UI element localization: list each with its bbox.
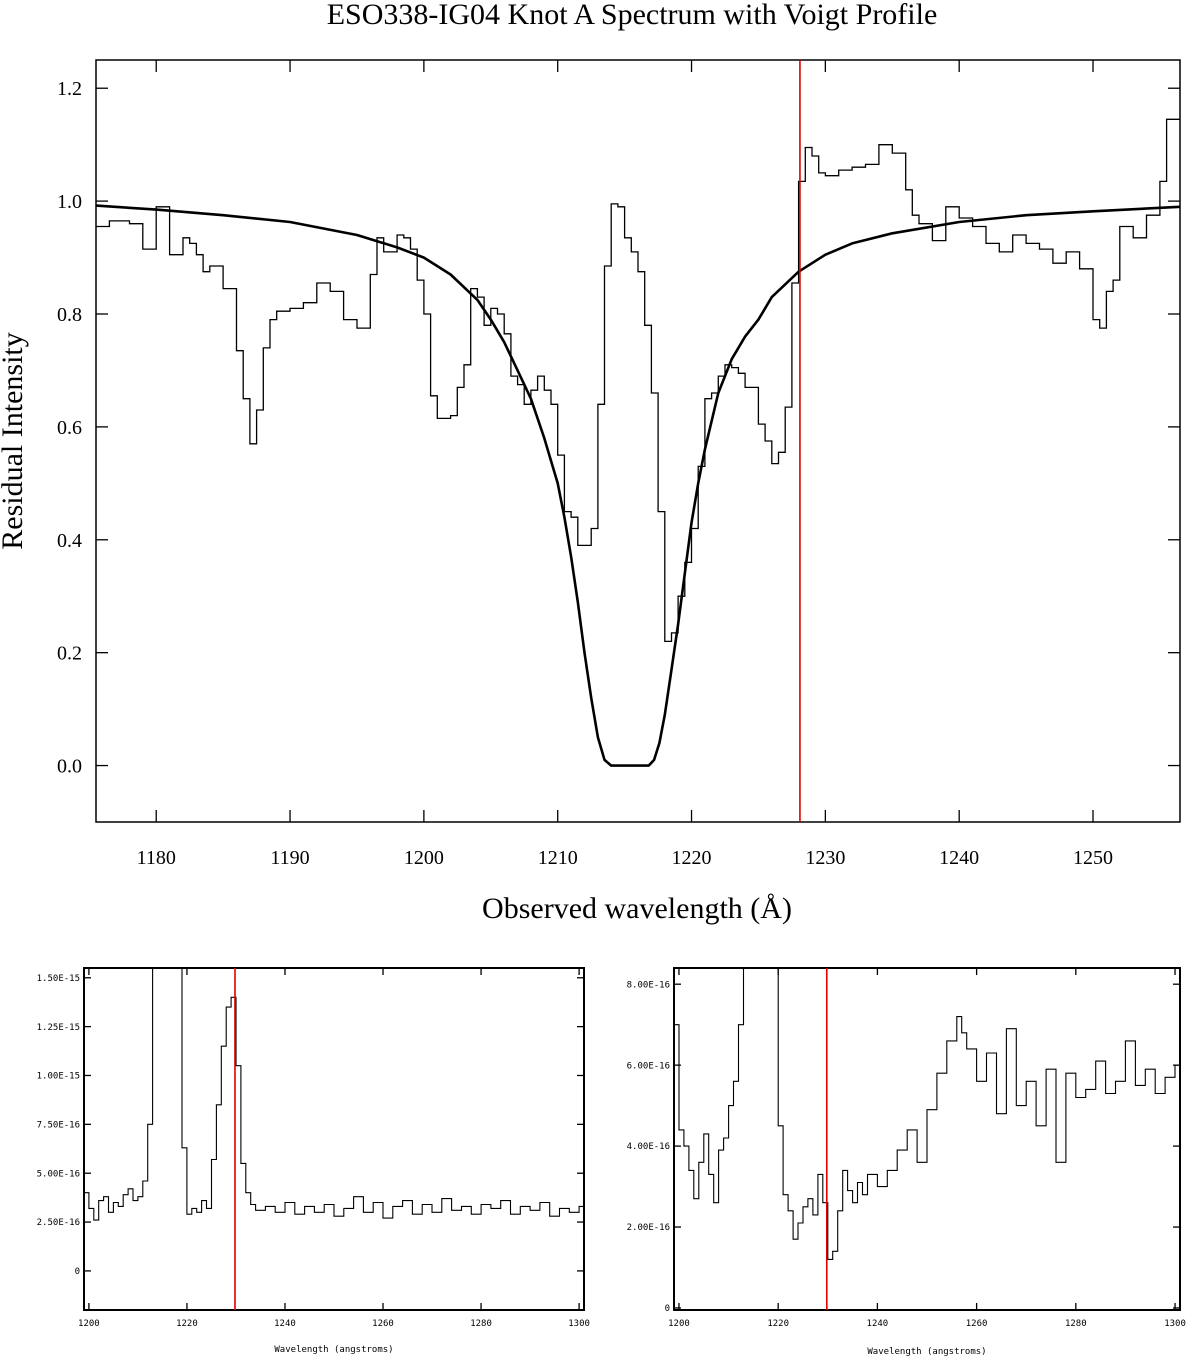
series-group [95,60,1181,822]
series-group [674,967,1180,1310]
x-tick-label: 1280 [1065,1319,1087,1329]
y-tick-label: 5.00E-16 [37,1169,80,1179]
plot-frame [95,59,1181,823]
y-tick-label: 0.4 [57,530,82,552]
data-step-series [96,118,1180,643]
x-tick-label: 1220 [672,847,712,869]
x-tick-label: 1200 [668,1319,690,1329]
y-tick-label: 4.00E-16 [627,1142,670,1152]
x-axis-label: Wavelength (angstroms) [274,1345,393,1355]
x-tick-label: 1260 [966,1319,988,1329]
x-axis-tick-labels: 1200 1220 1240 1260 1280 1300 [668,1319,1186,1329]
x-axis-ticks [88,968,580,1310]
y-axis-tick-labels: 0 2.50E-16 5.00E-16 7.50E-16 1.00E-15 1.25E-1… [37,974,80,1277]
x-axis-tick-labels: 1200 1220 1240 1260 1280 1300 [78,1319,590,1329]
x-axis-ticks [678,968,1176,1310]
x-tick-label: 1220 [176,1319,198,1329]
data-step-series [674,967,1180,1260]
y-tick-label: 0.2 [57,643,82,665]
x-tick-label: 1230 [805,847,845,869]
y-tick-label: 2.50E-16 [37,1218,80,1228]
x-tick-label: 1280 [470,1319,492,1329]
y-tick-label: 0.8 [57,304,82,326]
x-tick-label: 1200 [404,847,444,869]
x-axis-label: Wavelength (angstroms) [867,1347,986,1357]
data-step-series [84,967,584,1221]
bottom-left-flux-chart: 1200 1220 1240 1260 1280 1300 0 2.50E-16 5.00E-… [37,967,590,1355]
x-tick-label: 1190 [270,847,309,869]
x-tick-label: 1300 [1164,1319,1186,1329]
series-group [84,967,584,1310]
main-voigt-profile-chart: ESO338-IG04 Knot A Spectrum with Voigt P… [0,0,1181,925]
x-tick-label: 1210 [538,847,578,869]
plot-frame [83,967,585,1311]
voigt-profile-curve [95,204,1181,767]
y-axis-ticks [96,87,1180,767]
y-tick-label: 8.00E-16 [627,980,670,990]
x-tick-label: 1250 [1073,847,1113,869]
y-tick-label: 0.0 [57,756,82,778]
x-tick-label: 1240 [867,1319,889,1329]
x-tick-label: 1240 [274,1319,296,1329]
plot-frame [673,967,1181,1311]
y-tick-label: 1.50E-15 [37,974,80,984]
x-tick-label: 1220 [767,1319,789,1329]
x-axis-tick-labels: 1180 1190 1200 1210 1220 1230 1240 1250 [137,847,1113,869]
y-tick-label: 1.0 [57,191,82,213]
x-axis-label: Observed wavelength (Å) [482,892,792,925]
y-axis-tick-labels: 0.0 0.2 0.4 0.6 0.8 1.0 1.2 [57,78,82,777]
x-tick-label: 1200 [78,1319,100,1329]
bottom-right-flux-chart: 1200 1220 1240 1260 1280 1300 0 2.00E-16 4.00E-… [627,967,1186,1357]
chart-title: ESO338-IG04 Knot A Spectrum with Voigt P… [327,0,938,31]
y-tick-label: 1.2 [57,78,82,100]
x-axis-ticks [155,60,1094,822]
y-tick-label: 6.00E-16 [627,1061,670,1071]
x-tick-label: 1260 [372,1319,394,1329]
y-tick-label: 2.00E-16 [627,1223,670,1233]
y-axis-label: Residual Intensity [0,332,29,549]
y-tick-label: 1.00E-15 [37,1072,80,1082]
x-tick-label: 1180 [137,847,176,869]
y-tick-label: 7.50E-16 [37,1120,80,1130]
x-tick-label: 1240 [939,847,979,869]
y-tick-label: 0 [665,1304,670,1314]
y-tick-label: 0.6 [57,417,82,439]
x-tick-label: 1300 [568,1319,590,1329]
y-tick-label: 0 [75,1267,80,1277]
y-axis-tick-labels: 0 2.00E-16 4.00E-16 6.00E-16 8.00E-16 [627,980,670,1314]
y-tick-label: 1.25E-15 [37,1023,80,1033]
y-axis-ticks [84,977,584,1272]
